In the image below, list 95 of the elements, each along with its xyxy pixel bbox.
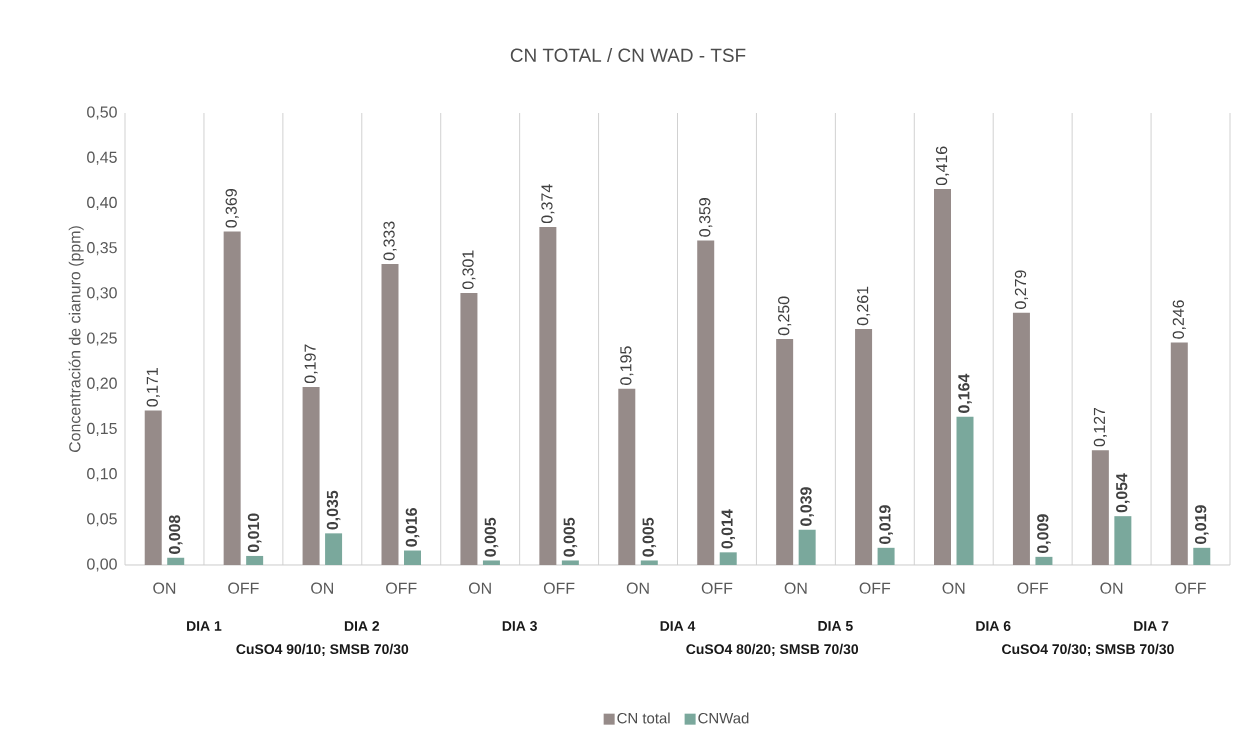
x-tick-label: ON — [311, 582, 333, 594]
data-label: 0,127 — [1093, 407, 1107, 447]
bar — [482, 560, 500, 565]
data-label: 0,039 — [800, 487, 814, 526]
bar — [325, 533, 343, 565]
bar — [719, 552, 737, 565]
data-label: 0,035 — [326, 490, 341, 530]
bar — [223, 231, 241, 565]
data-label: 0,246 — [1172, 300, 1186, 339]
data-label: 0,197 — [304, 344, 318, 384]
bar — [460, 292, 478, 565]
x-tick-label: ON — [153, 582, 176, 594]
text: DIA 5 — [818, 621, 853, 631]
x-tick-label: ON — [942, 582, 965, 594]
bar — [934, 188, 952, 565]
bar — [855, 329, 873, 565]
bar — [561, 560, 579, 565]
x-tick-label: ON — [626, 582, 649, 594]
bar — [381, 263, 399, 565]
data-label: 0,301 — [462, 250, 476, 290]
bar — [956, 416, 974, 565]
text: DIA 4 — [660, 621, 696, 631]
y-tick-label: 0,35 — [87, 242, 117, 256]
bar — [640, 560, 658, 565]
data-label: 0,009 — [1037, 514, 1051, 554]
bar — [144, 410, 162, 565]
data-label: 0,008 — [168, 515, 183, 554]
x-tick-label: ON — [468, 582, 491, 594]
data-label: 0,261 — [857, 286, 871, 326]
y-axis-title: Concentración de cianuro (ppm) — [68, 226, 84, 453]
text: DIA 7 — [1134, 621, 1169, 631]
bar — [1012, 312, 1030, 565]
data-label: 0,279 — [1014, 270, 1029, 309]
text: DIA 3 — [502, 621, 537, 631]
text: DIA 1 — [187, 621, 222, 631]
bar — [1170, 342, 1188, 565]
data-label: 0,054 — [1116, 473, 1130, 513]
data-label: 0,005 — [563, 517, 578, 557]
data-label: 0,416 — [935, 146, 950, 186]
legend-label: CN total — [617, 712, 670, 724]
y-tick-label: 0,05 — [87, 513, 117, 527]
bar — [167, 557, 185, 565]
data-label: 0,171 — [146, 368, 160, 407]
x-tick-label: OFF — [228, 582, 259, 594]
bar — [1193, 547, 1211, 565]
text: DIA 6 — [976, 621, 1011, 631]
y-tick-label: 0,50 — [87, 106, 117, 120]
text: CuSO4 70/30; SMSB 70/30 — [1002, 643, 1174, 657]
bar — [404, 550, 422, 565]
y-tick-label: 0,00 — [87, 558, 117, 572]
data-label: 0,005 — [642, 517, 657, 557]
data-label: 0,374 — [541, 184, 555, 224]
bar — [539, 226, 557, 565]
x-tick-label: OFF — [701, 582, 733, 594]
y-tick-label: 0,25 — [87, 332, 117, 346]
data-label: 0,195 — [620, 346, 634, 385]
bar — [1114, 516, 1132, 565]
bar — [1091, 450, 1109, 565]
data-label: 0,019 — [1194, 505, 1209, 544]
text: CuSO4 80/20; SMSB 70/30 — [686, 643, 859, 657]
y-tick-label: 0,30 — [87, 287, 117, 301]
data-label: 0,359 — [699, 198, 713, 237]
y-tick-label: 0,45 — [87, 151, 117, 165]
x-tick-label: OFF — [543, 582, 575, 594]
bar — [776, 338, 794, 565]
x-tick-label: OFF — [1175, 582, 1206, 594]
x-tick-label: ON — [1100, 582, 1123, 594]
x-tick-label: OFF — [1017, 582, 1048, 594]
text: DIA 2 — [344, 621, 380, 631]
y-tick-label: 0,15 — [87, 422, 117, 436]
data-label: 0,016 — [405, 508, 420, 547]
data-label: 0,333 — [383, 221, 397, 261]
data-label: 0,010 — [247, 513, 262, 553]
bar — [697, 240, 715, 565]
y-tick-label: 0,10 — [87, 468, 117, 482]
data-label: 0,369 — [225, 189, 239, 228]
legend-label: CNWad — [698, 712, 749, 724]
data-label: 0,014 — [721, 509, 736, 549]
data-label: 0,164 — [958, 373, 972, 413]
data-label: 0,019 — [879, 505, 893, 544]
text: CuSO4 90/10; SMSB 70/30 — [236, 643, 409, 657]
y-tick-label: 0,40 — [87, 196, 117, 210]
bar — [1035, 556, 1053, 565]
bar — [877, 547, 895, 565]
x-tick-label: OFF — [386, 582, 417, 594]
bar — [302, 386, 320, 565]
x-tick-label: ON — [784, 582, 807, 594]
y-tick-label: 0,20 — [87, 377, 117, 391]
bar — [618, 388, 636, 565]
data-label: 0,250 — [778, 296, 792, 336]
x-tick-label: OFF — [859, 582, 891, 594]
data-label: 0,005 — [484, 517, 499, 557]
chart-title: CN TOTAL / CN WAD - TSF — [510, 48, 746, 62]
bar — [246, 555, 264, 565]
bar — [798, 529, 816, 565]
